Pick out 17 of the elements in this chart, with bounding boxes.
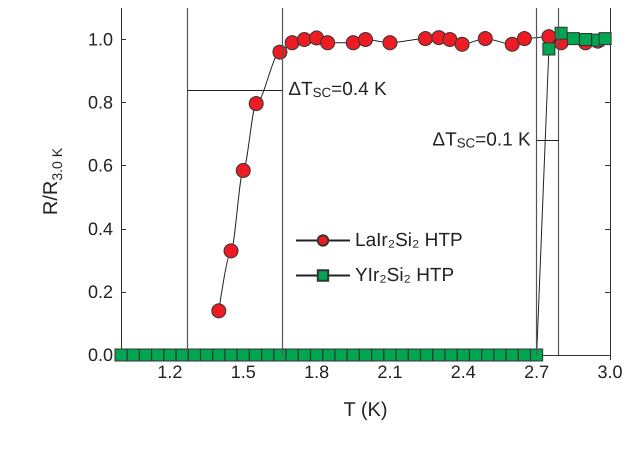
x-tick-label: 2.4 (450, 362, 476, 382)
x-tick-label: 1.5 (230, 362, 256, 382)
x-tick-label: 2.1 (377, 362, 402, 382)
y-tick-label: 1.0 (88, 30, 113, 50)
y-tick-label: 0.6 (88, 156, 113, 176)
y-tick-label: 0.0 (88, 345, 113, 365)
x-tick-label: 1.8 (304, 362, 330, 382)
x-axis-title: T (K) (343, 399, 388, 421)
x-tick-label: 1.2 (157, 362, 182, 382)
y-axis-title: R/R3.0 K (40, 147, 65, 216)
y-tick-label: 0.8 (88, 92, 113, 113)
legend-label: YIr₂Si₂ HTP (355, 265, 454, 286)
x-tick-label: 2.7 (524, 362, 550, 382)
x-tick-label: 3.0 (597, 362, 623, 382)
y-tick-label: 0.2 (88, 282, 113, 302)
y-tick-label: 0.4 (88, 218, 113, 239)
legend-label: LaIr₂Si₂ HTP (355, 230, 463, 251)
